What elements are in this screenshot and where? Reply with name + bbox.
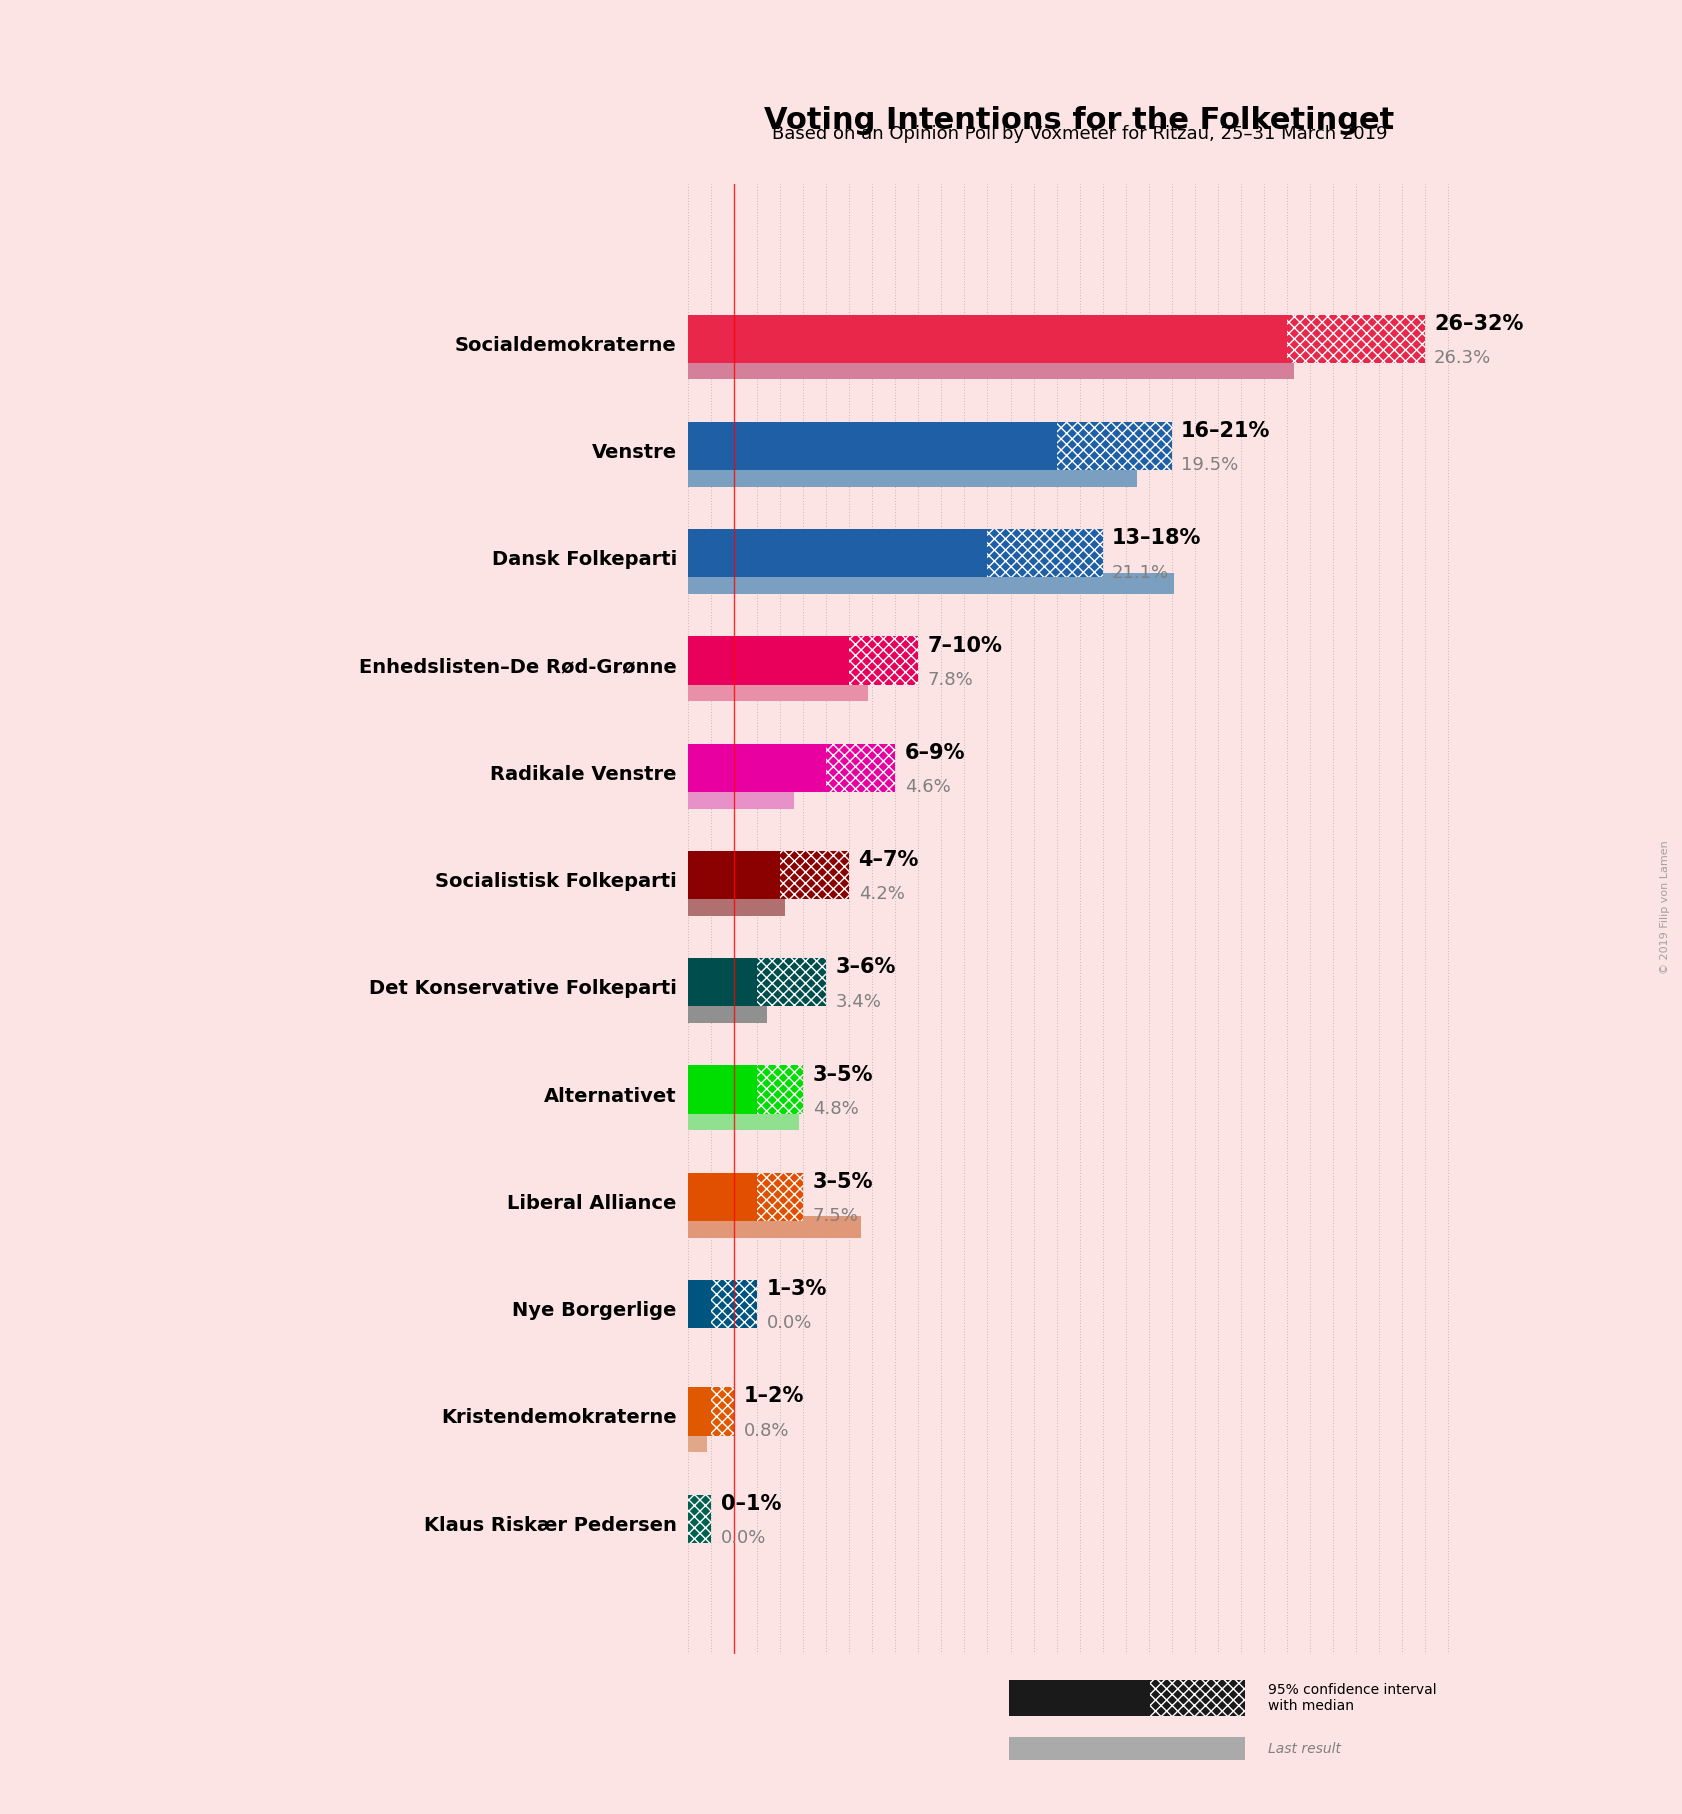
Text: Det Konservative Folkeparti: Det Konservative Folkeparti xyxy=(368,980,676,998)
Bar xyxy=(688,851,780,900)
Bar xyxy=(688,314,1287,363)
Bar xyxy=(1150,1680,1245,1716)
Bar xyxy=(757,1174,804,1221)
Text: Liberal Alliance: Liberal Alliance xyxy=(508,1194,676,1214)
Title: Voting Intentions for the Folketinget: Voting Intentions for the Folketinget xyxy=(764,105,1394,134)
Bar xyxy=(688,1108,799,1130)
Text: 3–6%: 3–6% xyxy=(836,958,897,978)
Text: 21.1%: 21.1% xyxy=(1112,564,1169,582)
Bar xyxy=(688,680,868,702)
Bar xyxy=(688,423,1056,470)
Bar xyxy=(688,530,987,577)
Text: Nye Borgerlige: Nye Borgerlige xyxy=(513,1301,676,1321)
Bar xyxy=(849,637,918,684)
Text: Enhedslisten–De Rød-Grønne: Enhedslisten–De Rød-Grønne xyxy=(358,657,676,677)
Bar xyxy=(711,1281,757,1328)
Text: 4.6%: 4.6% xyxy=(905,778,950,796)
Text: 7.5%: 7.5% xyxy=(812,1206,858,1224)
Text: 7–10%: 7–10% xyxy=(928,635,1002,655)
Text: 4.2%: 4.2% xyxy=(858,885,905,903)
Bar xyxy=(688,466,1137,486)
Text: 0.8%: 0.8% xyxy=(743,1422,789,1440)
Bar xyxy=(757,958,826,1007)
Text: 3–5%: 3–5% xyxy=(812,1065,873,1085)
Bar xyxy=(688,1001,767,1023)
Bar xyxy=(1056,423,1172,470)
Text: Last result: Last result xyxy=(1268,1741,1341,1756)
Text: 13–18%: 13–18% xyxy=(1112,528,1201,548)
Text: 95% confidence interval
with median: 95% confidence interval with median xyxy=(1268,1683,1436,1712)
Text: Venstre: Venstre xyxy=(592,443,676,463)
Text: 7.8%: 7.8% xyxy=(928,671,974,689)
Text: Kristendemokraterne: Kristendemokraterne xyxy=(441,1408,676,1428)
Text: 3–5%: 3–5% xyxy=(812,1172,873,1192)
Text: Radikale Venstre: Radikale Venstre xyxy=(491,766,676,784)
Text: 0–1%: 0–1% xyxy=(720,1493,780,1513)
Bar xyxy=(780,851,849,900)
Text: 26.3%: 26.3% xyxy=(1435,348,1492,366)
Text: 19.5%: 19.5% xyxy=(1181,457,1238,473)
Text: 26–32%: 26–32% xyxy=(1435,314,1524,334)
Bar xyxy=(688,1281,711,1328)
Text: Based on an Opinion Poll by Voxmeter for Ritzau, 25–31 March 2019: Based on an Opinion Poll by Voxmeter for… xyxy=(772,125,1388,143)
Bar xyxy=(688,958,757,1007)
Text: 1–2%: 1–2% xyxy=(743,1386,804,1406)
Bar xyxy=(688,1495,711,1544)
Bar xyxy=(688,1174,757,1221)
Text: Dansk Folkeparti: Dansk Folkeparti xyxy=(491,550,676,570)
Text: 4–7%: 4–7% xyxy=(858,851,918,871)
Text: 4.8%: 4.8% xyxy=(812,1099,858,1117)
Bar xyxy=(688,1431,706,1453)
Bar xyxy=(1009,1738,1245,1760)
Bar xyxy=(688,1215,861,1237)
Text: Klaus Riskær Pedersen: Klaus Riskær Pedersen xyxy=(424,1517,676,1535)
Bar xyxy=(688,744,826,793)
Text: 3.4%: 3.4% xyxy=(836,992,881,1010)
Text: 0.0%: 0.0% xyxy=(767,1315,812,1333)
Bar xyxy=(688,357,1293,379)
Text: 1–3%: 1–3% xyxy=(767,1279,828,1299)
Bar xyxy=(688,894,785,916)
Bar xyxy=(688,1388,711,1435)
Bar xyxy=(1287,314,1425,363)
Bar xyxy=(826,744,895,793)
Text: 6–9%: 6–9% xyxy=(905,742,965,764)
Text: 0.0%: 0.0% xyxy=(720,1529,765,1547)
Bar xyxy=(711,1388,735,1435)
Text: 16–21%: 16–21% xyxy=(1181,421,1270,441)
Text: Alternativet: Alternativet xyxy=(545,1087,676,1105)
Text: Socialistisk Folkeparti: Socialistisk Folkeparti xyxy=(436,873,676,891)
Bar xyxy=(688,573,1174,593)
Bar xyxy=(1009,1680,1150,1716)
Text: Socialdemokraterne: Socialdemokraterne xyxy=(456,336,676,356)
Text: © 2019 Filip von Lamen: © 2019 Filip von Lamen xyxy=(1660,840,1670,974)
Bar xyxy=(688,787,794,809)
Bar xyxy=(688,637,849,684)
Bar xyxy=(688,1065,757,1114)
Bar xyxy=(987,530,1103,577)
Bar xyxy=(757,1065,804,1114)
